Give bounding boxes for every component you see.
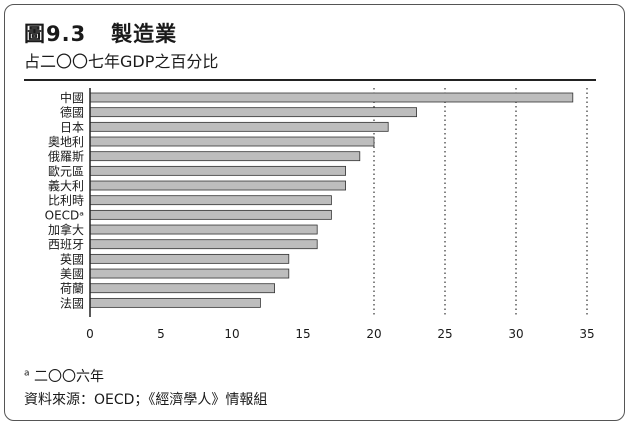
x-tick-label: 20 bbox=[366, 327, 381, 341]
category-label: 日本 bbox=[60, 120, 84, 134]
footnote-text: 二〇〇六年 bbox=[33, 369, 104, 385]
category-label: 德國 bbox=[60, 105, 84, 120]
chart-subtitle: 占二〇〇七年GDP之百分比 bbox=[24, 52, 219, 71]
category-label: 加拿大 bbox=[48, 222, 84, 237]
bar bbox=[89, 253, 290, 264]
category-label: 英國 bbox=[60, 252, 84, 266]
category-label: 美國 bbox=[60, 267, 84, 281]
x-tick-label: 35 bbox=[579, 327, 594, 341]
bar bbox=[89, 165, 347, 176]
footnote-marker: a bbox=[24, 368, 30, 379]
bar bbox=[89, 121, 389, 132]
category-label: 法國 bbox=[60, 296, 84, 310]
chart-title: 圖9.3 製造業 bbox=[24, 22, 178, 46]
title-rule bbox=[24, 79, 596, 81]
x-tick-label: 0 bbox=[86, 327, 94, 341]
bar bbox=[89, 180, 347, 191]
footnote: a 二〇〇六年 bbox=[24, 366, 104, 386]
bar bbox=[89, 92, 574, 103]
bar bbox=[89, 283, 276, 294]
bar bbox=[89, 297, 261, 308]
bar bbox=[89, 151, 361, 162]
bar bbox=[89, 239, 318, 250]
category-label: OECDᵃ bbox=[45, 208, 84, 222]
chart-frame bbox=[4, 4, 625, 421]
bar bbox=[89, 195, 332, 206]
bar bbox=[89, 268, 290, 279]
x-tick-label: 30 bbox=[508, 327, 523, 341]
x-tick-label: 10 bbox=[224, 327, 239, 341]
category-label: 歐元區 bbox=[48, 163, 84, 178]
bar bbox=[89, 107, 418, 118]
category-label: 西班牙 bbox=[48, 238, 84, 252]
bar bbox=[89, 224, 318, 235]
x-tick-label: 25 bbox=[437, 327, 452, 341]
category-label: 中國 bbox=[60, 90, 84, 105]
category-label: 比利時 bbox=[48, 194, 84, 208]
bar bbox=[89, 209, 332, 220]
source-note: 資料來源：OECD；《經濟學人》情報組 bbox=[24, 392, 268, 408]
category-label: 荷蘭 bbox=[60, 282, 84, 296]
category-label: 奧地利 bbox=[48, 135, 84, 149]
x-tick-label: 15 bbox=[295, 327, 310, 341]
category-label: 義大利 bbox=[48, 178, 84, 193]
x-tick-label: 5 bbox=[157, 327, 165, 341]
category-label: 俄羅斯 bbox=[48, 150, 84, 164]
bar bbox=[89, 136, 375, 147]
